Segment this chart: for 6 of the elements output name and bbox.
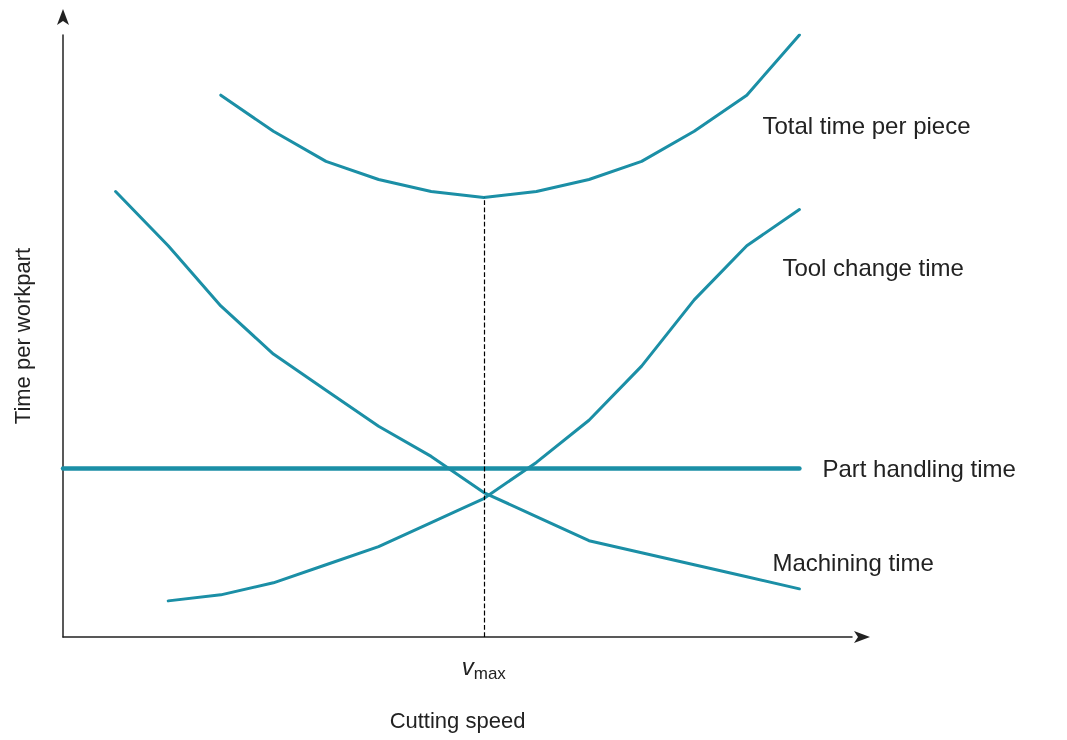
series-label: Machining time [772,549,934,577]
x-axis-title: Cutting speed [389,707,526,733]
series-label: Part handling time [822,454,1016,482]
series-label: Tool change time [782,254,964,282]
y-axis-title: Time per workpart [9,247,35,425]
series-label: Total time per piece [762,111,971,139]
